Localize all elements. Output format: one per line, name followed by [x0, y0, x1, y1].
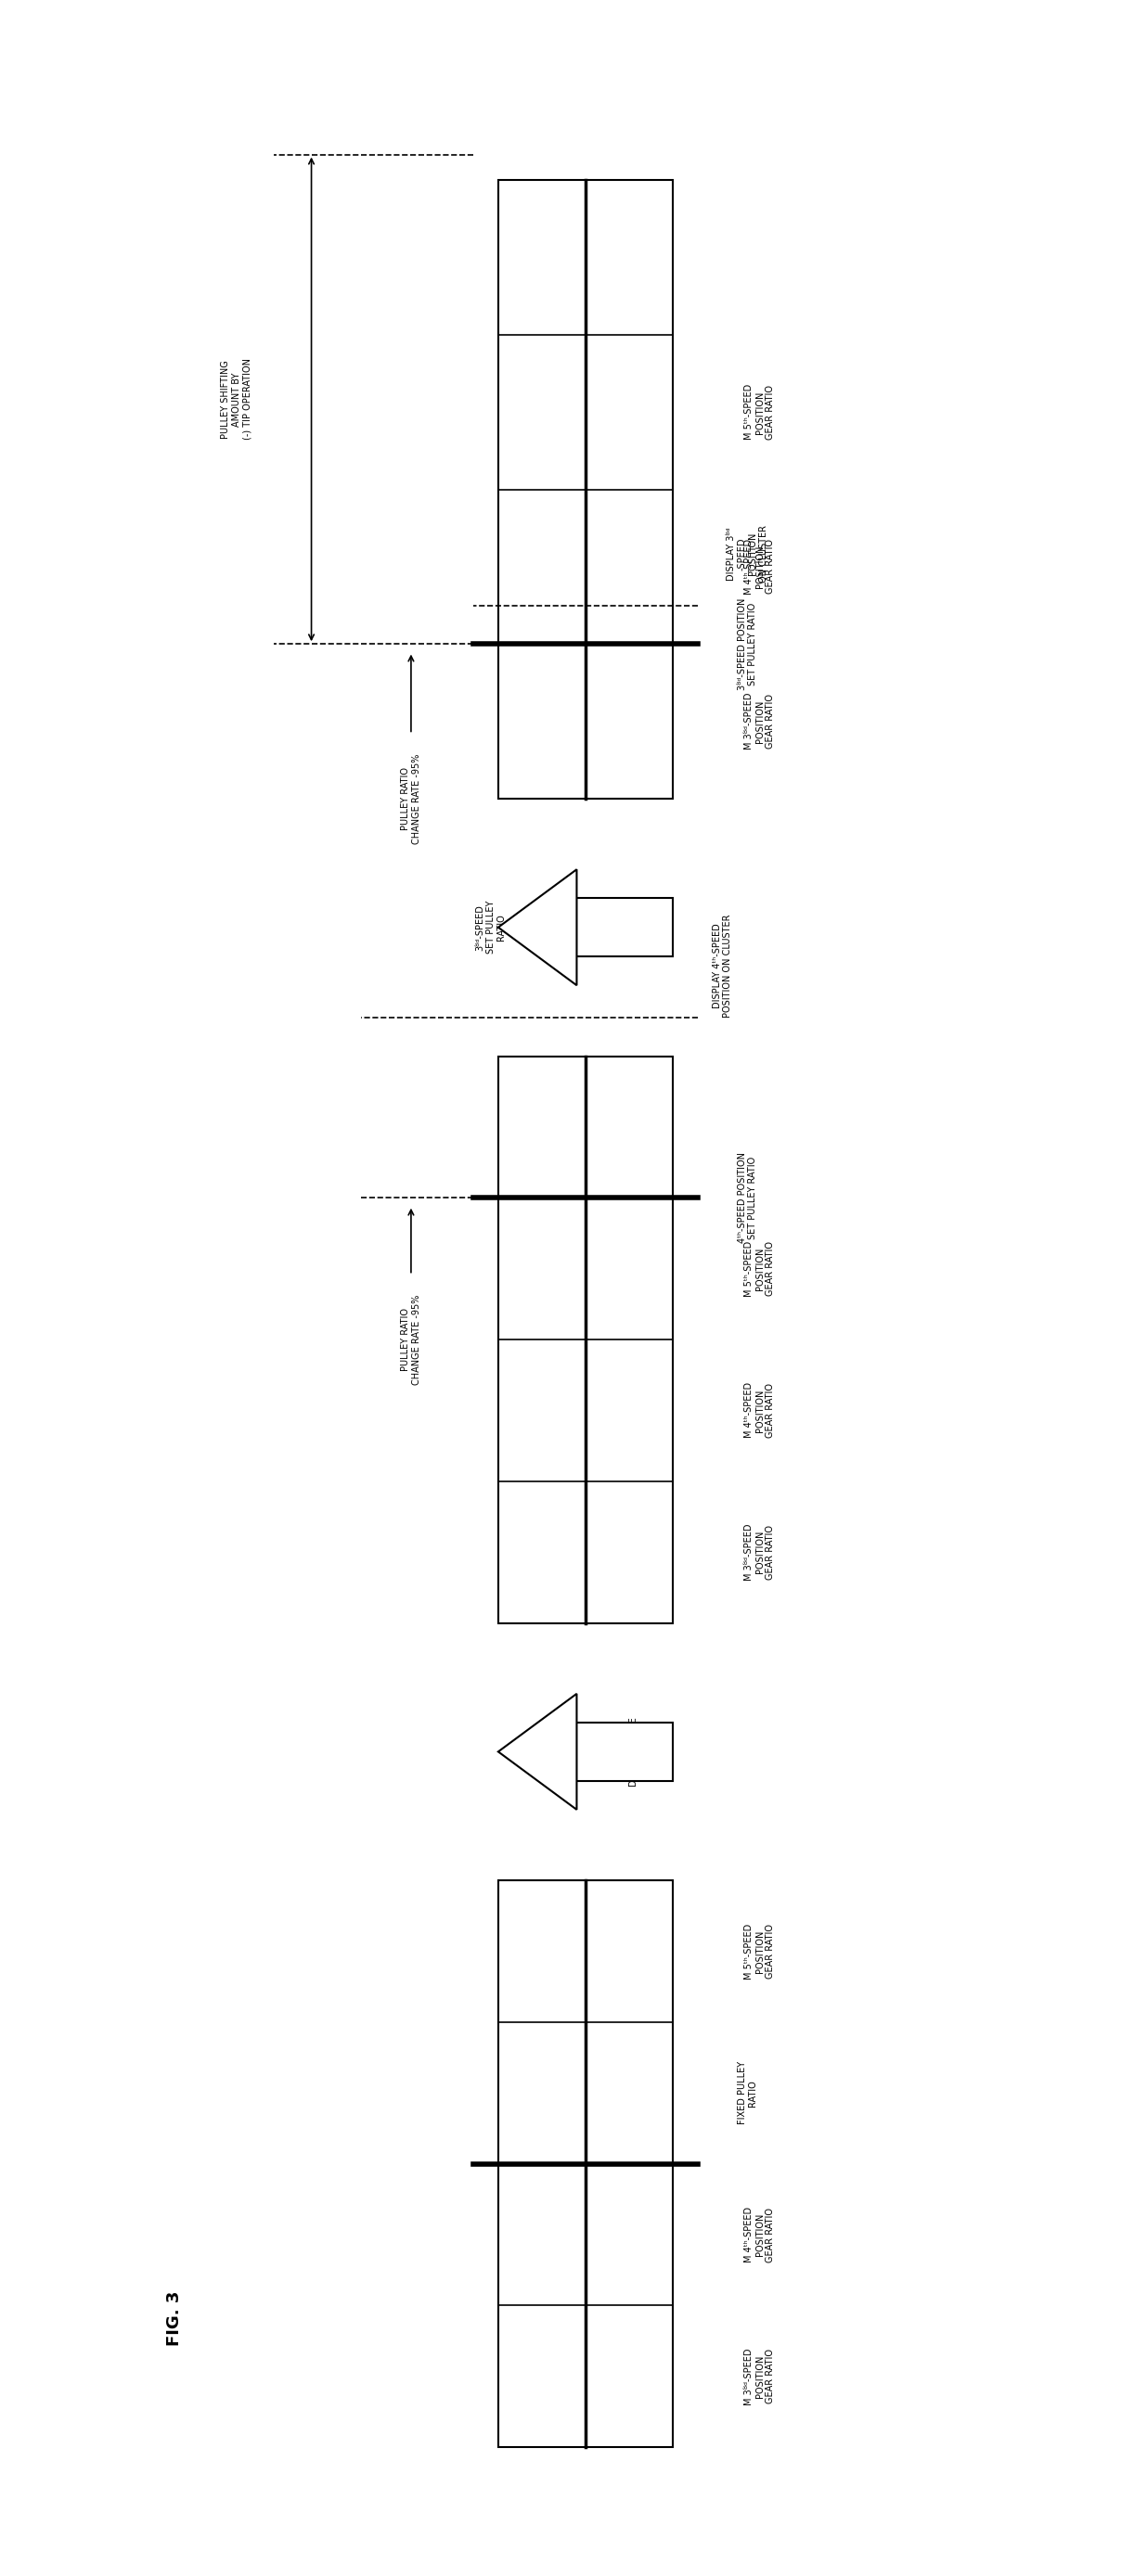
Text: 4ᵗʰ-SPEED POSITION
SET PULLEY RATIO: 4ᵗʰ-SPEED POSITION SET PULLEY RATIO — [738, 1151, 758, 1244]
Polygon shape — [498, 868, 576, 984]
Text: M 4ᵗʰ-SPEED
POSITION
GEAR RATIO: M 4ᵗʰ-SPEED POSITION GEAR RATIO — [744, 538, 776, 595]
Text: SWITCH TO
MANUAL
DRIVING MODE: SWITCH TO MANUAL DRIVING MODE — [608, 1718, 638, 1785]
Text: 3ᴽᵈ-SPEED
SET PULLEY
RATIO: 3ᴽᵈ-SPEED SET PULLEY RATIO — [475, 902, 507, 953]
Text: PULLEY SHIFTING
AMOUNT BY
(-) TIP OPERATION: PULLEY SHIFTING AMOUNT BY (-) TIP OPERAT… — [221, 358, 252, 440]
Text: PULLEY RATIO
CHANGE RATE -95%: PULLEY RATIO CHANGE RATE -95% — [401, 752, 421, 845]
Bar — [576, 1723, 673, 1780]
Text: M 5ᵗʰ-SPEED
POSITION
GEAR RATIO: M 5ᵗʰ-SPEED POSITION GEAR RATIO — [744, 1242, 776, 1296]
Text: FIXED PULLEY
RATIO: FIXED PULLEY RATIO — [738, 2061, 758, 2125]
Bar — [498, 180, 673, 799]
Text: 3ᴽᵈ-SPEED POSITION
SET PULLEY RATIO: 3ᴽᵈ-SPEED POSITION SET PULLEY RATIO — [738, 598, 758, 690]
Text: FIG. 3: FIG. 3 — [166, 2290, 183, 2347]
Bar — [498, 1880, 673, 2447]
Text: DISPLAY 3ᴽᵈ
-SPEED
POSITION
ON CLUSTER: DISPLAY 3ᴽᵈ -SPEED POSITION ON CLUSTER — [726, 526, 768, 582]
Bar — [576, 899, 673, 956]
Text: M 3ᴽᵈ-SPEED
POSITION
GEAR RATIO: M 3ᴽᵈ-SPEED POSITION GEAR RATIO — [744, 1522, 776, 1582]
Text: DISPLAY 4ᵗʰ-SPEED
POSITION ON CLUSTER: DISPLAY 4ᵗʰ-SPEED POSITION ON CLUSTER — [713, 914, 732, 1018]
Text: M 5ᵗʰ-SPEED
POSITION
GEAR RATIO: M 5ᵗʰ-SPEED POSITION GEAR RATIO — [744, 384, 776, 440]
Polygon shape — [498, 1695, 576, 1808]
Text: (-) TIP
OPERATION: (-) TIP OPERATION — [613, 902, 632, 953]
Text: PULLEY RATIO
CHANGE RATE -95%: PULLEY RATIO CHANGE RATE -95% — [401, 1293, 421, 1386]
Text: M 4ᵗʰ-SPEED
POSITION
GEAR RATIO: M 4ᵗʰ-SPEED POSITION GEAR RATIO — [744, 1383, 776, 1437]
Text: M 5ᵗʰ-SPEED
POSITION
GEAR RATIO: M 5ᵗʰ-SPEED POSITION GEAR RATIO — [744, 1924, 776, 1978]
Text: M 3ᴽᵈ-SPEED
POSITION
GEAR RATIO: M 3ᴽᵈ-SPEED POSITION GEAR RATIO — [744, 2347, 776, 2406]
Bar — [498, 1056, 673, 1623]
Text: M 4ᵗʰ-SPEED
POSITION
GEAR RATIO: M 4ᵗʰ-SPEED POSITION GEAR RATIO — [744, 2208, 776, 2262]
Text: M 3ᴽᵈ-SPEED
POSITION
GEAR RATIO: M 3ᴽᵈ-SPEED POSITION GEAR RATIO — [744, 693, 776, 750]
